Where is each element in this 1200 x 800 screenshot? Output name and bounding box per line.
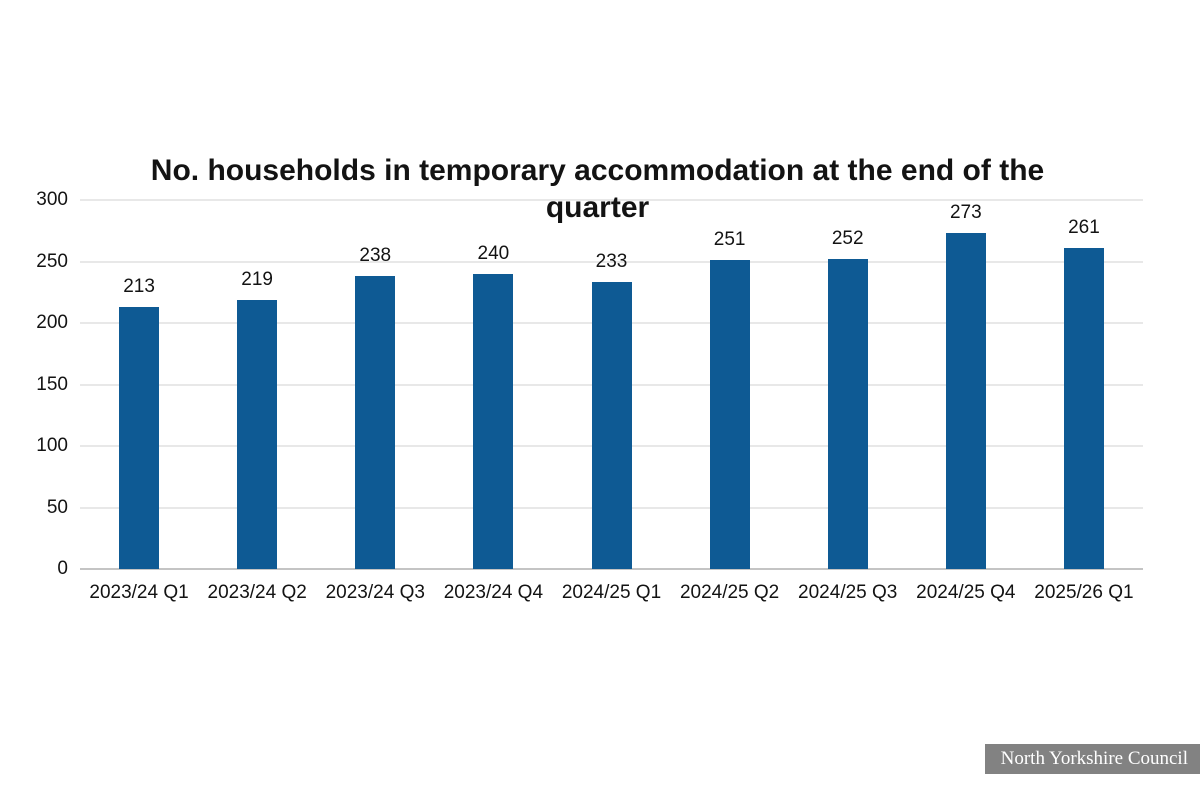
- bar: [709, 260, 750, 569]
- bar: [591, 282, 632, 569]
- bar-value-label: 273: [949, 202, 982, 224]
- bar: [827, 259, 868, 569]
- y-axis-tick-label: 0: [57, 558, 68, 579]
- bar-value-label: 213: [123, 276, 155, 297]
- bar: [355, 276, 396, 569]
- y-axis-tick-label: 50: [46, 496, 68, 518]
- y-axis-tick-label: 250: [36, 250, 68, 272]
- x-axis-tick-label: 2023/24 Q1: [89, 582, 189, 603]
- bar: [945, 233, 986, 569]
- bar-value-label: 240: [477, 242, 510, 264]
- bar: [119, 307, 160, 569]
- gridline: [80, 260, 1143, 263]
- bar-value-label: 219: [241, 268, 273, 290]
- x-axis-tick-label: 2023/24 Q4: [443, 582, 544, 603]
- council-badge: North Yorkshire Council: [984, 744, 1200, 774]
- bar-value-label: 238: [359, 245, 392, 267]
- y-axis-tick-label: 300: [36, 189, 68, 210]
- x-axis-tick-label: 2023/24 Q2: [207, 582, 307, 603]
- y-axis-tick-label: 150: [36, 373, 68, 395]
- x-axis-baseline: [80, 568, 1143, 570]
- bar: [237, 299, 278, 569]
- x-axis-tick-label: 2024/25 Q1: [561, 582, 662, 603]
- x-axis-tick-label: 2024/25 Q3: [798, 582, 898, 603]
- x-axis-tick-label: 2024/25 Q4: [916, 582, 1016, 603]
- x-axis-tick-label: 2024/25 Q2: [679, 582, 780, 603]
- x-axis-tick-label: 2023/24 Q3: [325, 582, 425, 603]
- bar: [1063, 247, 1104, 569]
- y-axis-tick-label: 100: [36, 435, 68, 456]
- x-axis-tick-label: 2025/26 Q1: [1034, 582, 1134, 603]
- bar-value-label: 261: [1068, 216, 1100, 238]
- chart-title: No. households in temporary accommodatio…: [150, 154, 1045, 224]
- bar-value-label: 252: [831, 228, 864, 250]
- bar-value-label: 233: [595, 251, 628, 273]
- y-axis-tick-label: 200: [36, 312, 68, 333]
- bar: [473, 273, 514, 569]
- bar-value-label: 251: [713, 229, 746, 251]
- gridline: [80, 199, 1143, 201]
